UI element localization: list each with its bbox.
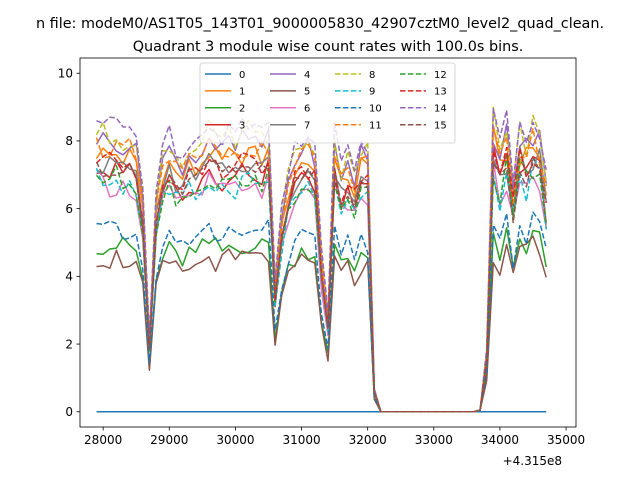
legend-label-4: 4 [304, 70, 310, 81]
y-tick-label: 0 [65, 405, 73, 419]
axes-frame [79, 57, 577, 428]
legend-label-13: 13 [434, 87, 447, 98]
series-line-15 [95, 156, 547, 413]
x-tick-label: 34000 [481, 433, 519, 447]
legend-label-14: 14 [434, 104, 447, 115]
y-tick-label: 4 [65, 270, 73, 284]
chart-title: Quadrant 3 module wise count rates with … [133, 39, 524, 55]
x-tick-label: 29000 [150, 433, 188, 447]
legend-label-7: 7 [304, 121, 310, 132]
legend-label-12: 12 [434, 70, 447, 81]
legend-label-0: 0 [239, 70, 245, 81]
legend-label-10: 10 [369, 104, 382, 115]
legend-box [199, 62, 456, 144]
x-tick-label: 31000 [282, 433, 320, 447]
x-offset-label: +4.315e8 [503, 454, 562, 468]
x-tick-label: 35000 [547, 433, 585, 447]
plot-area [95, 106, 547, 413]
y-tick-label: 8 [65, 134, 73, 148]
axes: 28000 29000 30000 31000 32000 33000 34000 35000… [58, 57, 585, 447]
x-tick-label: 30000 [216, 433, 254, 447]
x-tick-label: 33000 [415, 433, 453, 447]
legend-label-6: 6 [304, 104, 310, 115]
legend-label-8: 8 [369, 70, 375, 81]
figure-suptitle: n file: modeM0/AS1T05_143T01_9000005830_… [36, 16, 604, 32]
legend-label-5: 5 [304, 87, 310, 98]
legend-label-11: 11 [369, 121, 382, 132]
legend-label-9: 9 [369, 87, 375, 98]
y-tick-label: 2 [65, 337, 73, 351]
legend-label-3: 3 [239, 121, 245, 132]
y-tick-label: 10 [58, 67, 73, 81]
legend-label-2: 2 [239, 104, 245, 115]
y-tick-label: 6 [65, 202, 73, 216]
legend-label-1: 1 [239, 87, 245, 98]
x-tick-label: 28000 [84, 433, 122, 447]
legend-label-15: 15 [434, 121, 447, 132]
x-tick-label: 32000 [349, 433, 387, 447]
